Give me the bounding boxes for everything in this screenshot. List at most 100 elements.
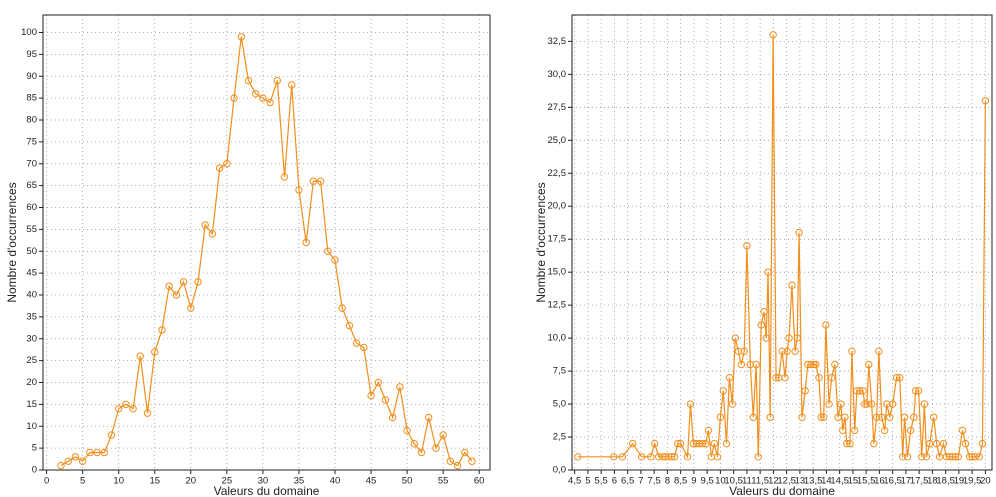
data-point <box>939 439 948 448</box>
y-tick-label: 50 <box>26 246 37 257</box>
data-point <box>793 334 801 342</box>
x-tick-label: 14 <box>821 476 832 487</box>
data-point <box>746 360 755 369</box>
data-point <box>930 413 938 421</box>
x-tick-label: 17 <box>901 476 912 487</box>
data-point <box>381 396 390 404</box>
data-point <box>187 304 195 312</box>
data-point <box>129 405 137 413</box>
x-tick-label: 13 <box>795 476 806 487</box>
y-tick-label: 12,5 <box>548 300 567 311</box>
data-point <box>892 373 901 382</box>
x-tick-label: 4,5 <box>568 476 581 487</box>
y-tick-label: 10 <box>26 421 37 432</box>
data-point <box>757 321 765 329</box>
y-tick-label: 45 <box>26 268 37 279</box>
data-point <box>686 400 695 408</box>
data-point <box>396 383 404 391</box>
data-point <box>827 373 836 382</box>
data-point <box>981 97 990 105</box>
data-point <box>817 413 825 421</box>
data-point <box>914 387 923 395</box>
x-tick-label: 55 <box>438 476 449 487</box>
x-tick-label: 13,5 <box>804 476 823 487</box>
data-point <box>417 448 426 457</box>
x-tick-label: 19,5 <box>963 476 982 487</box>
x-tick-label: 7 <box>638 476 643 487</box>
data-point <box>692 439 701 448</box>
data-point <box>309 177 318 185</box>
data-point <box>574 453 582 461</box>
y-tick-label: 80 <box>26 115 37 126</box>
x-tick-label: 15,5 <box>857 476 876 487</box>
x-tick-label: 8 <box>665 476 670 487</box>
data-point <box>403 426 411 435</box>
data-point <box>667 453 676 461</box>
data-point <box>906 426 915 435</box>
data-point <box>316 177 325 185</box>
y-tick-label: 100 <box>21 27 37 38</box>
x-tick-label: 5,5 <box>595 476 608 487</box>
data-point <box>766 413 774 421</box>
y-tick-label: 7,5 <box>553 366 566 377</box>
data-point <box>432 444 440 452</box>
y-tick-label: 30,0 <box>548 69 567 80</box>
data-point <box>158 326 166 334</box>
x-axis-label: Valeurs du domaine <box>729 484 835 497</box>
data-point <box>425 413 433 422</box>
data-point <box>78 457 87 465</box>
y-tick-label: 10,0 <box>548 333 567 344</box>
data-point <box>968 453 976 461</box>
data-point <box>820 413 828 421</box>
data-point <box>798 413 806 421</box>
y-tick-label: 0,0 <box>553 465 566 476</box>
data-point <box>948 453 957 461</box>
x-tick-label: 6 <box>612 476 617 487</box>
data-point <box>837 400 845 408</box>
data-point <box>951 453 960 461</box>
data-point <box>867 400 876 408</box>
data-point <box>658 453 667 461</box>
data-point <box>734 347 743 356</box>
x-tick-label: 0 <box>44 476 49 487</box>
data-point <box>846 439 854 448</box>
x-tick-label: 9 <box>691 476 696 487</box>
data-point <box>719 387 728 395</box>
data-point <box>345 321 354 330</box>
data-point <box>201 221 209 229</box>
y-tick-label: 17,5 <box>548 234 567 245</box>
x-tick-label: 5 <box>585 476 590 487</box>
y-tick-label: 5,0 <box>553 399 566 410</box>
data-point <box>115 405 123 413</box>
x-tick-label: 10,5 <box>724 476 743 487</box>
data-point <box>954 453 963 461</box>
data-point <box>918 453 926 461</box>
x-tick-label: 25 <box>222 476 233 487</box>
x-tick-label: 20 <box>186 476 197 487</box>
y-tick-label: 55 <box>26 224 37 235</box>
data-point <box>446 457 455 465</box>
data-point <box>831 360 839 369</box>
data-point <box>165 282 173 290</box>
data-point <box>910 413 918 421</box>
data-point <box>760 308 768 316</box>
x-tick-label: 16,5 <box>883 476 902 487</box>
data-point <box>704 426 713 435</box>
y-tick-label: 95 <box>26 49 37 60</box>
data-point <box>266 98 274 107</box>
x-tick-label: 12 <box>768 476 779 487</box>
x-tick-label: 60 <box>474 476 485 487</box>
data-point <box>713 453 722 461</box>
data-point <box>86 448 94 457</box>
x-tick-label: 5 <box>80 476 85 487</box>
data-point <box>352 339 361 347</box>
y-tick-label: 2,5 <box>553 432 566 443</box>
data-point <box>230 94 238 102</box>
data-point <box>461 448 469 457</box>
data-point <box>886 413 894 421</box>
x-tick-label: 50 <box>402 476 413 487</box>
data-point <box>965 453 974 461</box>
data-point <box>223 160 231 168</box>
data-point <box>725 373 734 382</box>
data-point <box>749 413 757 421</box>
